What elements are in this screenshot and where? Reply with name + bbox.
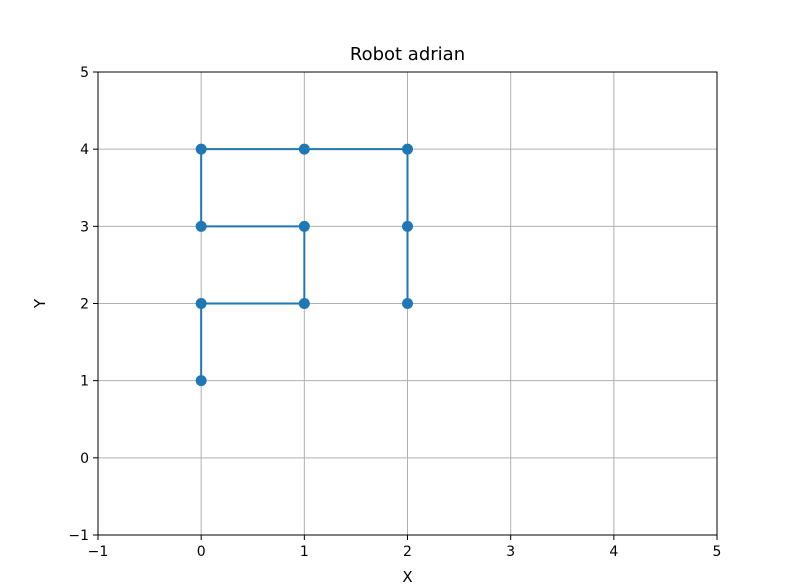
x-tick-label: 0	[197, 544, 206, 560]
x-tick-label: 3	[506, 544, 515, 560]
y-tick-label: 3	[80, 219, 89, 235]
y-tick-label: 2	[80, 297, 89, 313]
y-tick-label: 4	[80, 142, 89, 158]
x-tick-label: 2	[403, 544, 412, 560]
data-point	[195, 143, 207, 155]
y-tick-label: 1	[80, 374, 89, 390]
x-tick-label: −1	[88, 544, 109, 560]
series-line	[200, 148, 409, 381]
y-tick-label: −1	[68, 528, 89, 544]
data-point	[195, 298, 207, 309]
data-point	[298, 220, 310, 232]
data-point	[402, 143, 413, 155]
ticks: −1 0 1 2 3 4 5 −1 0 1 2 3 4 5	[68, 65, 721, 560]
data-point	[195, 375, 207, 387]
data-point	[298, 143, 310, 155]
y-tick-label: 5	[80, 65, 89, 81]
y-tick-label: 0	[80, 451, 89, 467]
x-axis-label: X	[402, 568, 412, 586]
data-point	[195, 220, 207, 232]
x-tick-label: 5	[713, 544, 722, 560]
data-point	[298, 298, 310, 309]
x-tick-label: 4	[609, 544, 618, 560]
chart-title: Robot adrian	[350, 44, 465, 65]
x-tick-label: 1	[300, 544, 309, 560]
data-point	[402, 298, 413, 309]
y-axis-label: Y	[31, 298, 49, 309]
series-layer	[195, 143, 413, 387]
data-point	[402, 220, 413, 232]
